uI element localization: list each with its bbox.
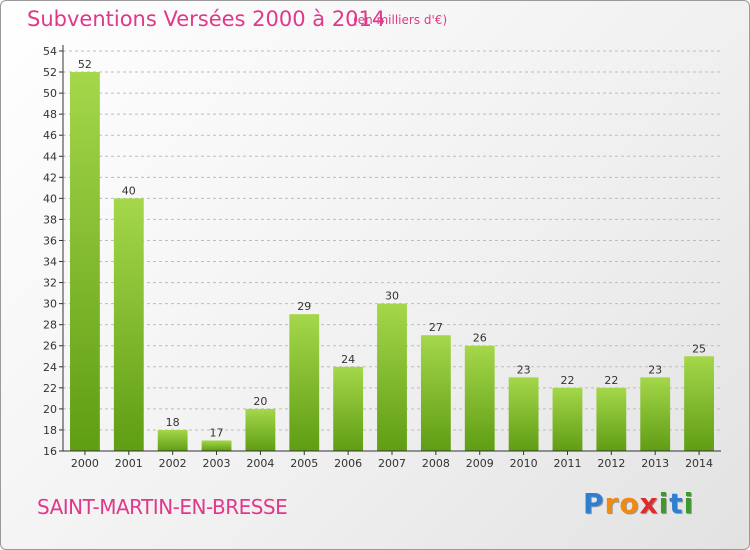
x-tick-label: 2014 bbox=[685, 457, 713, 470]
bar-2004 bbox=[245, 408, 276, 451]
y-tick-label: 26 bbox=[43, 340, 57, 353]
y-tick-label: 48 bbox=[43, 108, 57, 121]
x-tick-label: 2001 bbox=[115, 457, 143, 470]
bar-value-label: 26 bbox=[473, 332, 487, 345]
logo-letter: i bbox=[683, 487, 695, 520]
bar-2012 bbox=[596, 387, 627, 451]
bar-value-label: 23 bbox=[517, 363, 531, 376]
bar-value-label: 25 bbox=[692, 342, 706, 355]
y-tick-label: 20 bbox=[43, 403, 57, 416]
y-tick-label: 52 bbox=[43, 66, 57, 79]
bar-value-label: 20 bbox=[253, 395, 267, 408]
y-tick-label: 32 bbox=[43, 277, 57, 290]
logo-letter: x bbox=[639, 487, 659, 520]
commune-name: SAINT-MARTIN-EN-BRESSE bbox=[37, 495, 288, 519]
bar-2014 bbox=[684, 356, 714, 451]
y-tick-label: 18 bbox=[43, 424, 57, 437]
bar-2006 bbox=[333, 366, 364, 451]
x-tick-label: 2002 bbox=[159, 457, 187, 470]
bar-2002 bbox=[157, 429, 188, 451]
bar-2000 bbox=[70, 72, 100, 451]
y-tick-label: 36 bbox=[43, 234, 57, 247]
bar-value-label: 18 bbox=[166, 416, 180, 429]
x-tick-label: 2011 bbox=[553, 457, 581, 470]
x-tick-label: 2000 bbox=[71, 457, 99, 470]
x-tick-label: 2010 bbox=[510, 457, 538, 470]
labels: 16 18 20 22 24 26 28 30 32 34 36 38 40 42 44 46 48 50 52 54… bbox=[43, 45, 713, 470]
y-tick-label: 28 bbox=[43, 319, 57, 332]
bar-value-label: 52 bbox=[78, 58, 92, 71]
x-tick-label: 2007 bbox=[378, 457, 406, 470]
logo-letter: P bbox=[583, 487, 605, 520]
bar-value-label: 22 bbox=[604, 374, 618, 387]
logo-letter: o bbox=[619, 487, 640, 520]
y-tick-label: 50 bbox=[43, 87, 57, 100]
logo-letter: r bbox=[604, 487, 620, 520]
bar-2011 bbox=[552, 387, 583, 451]
y-tick-label: 54 bbox=[43, 45, 57, 58]
bar-value-label: 40 bbox=[122, 184, 136, 197]
bars bbox=[70, 72, 714, 451]
axes bbox=[59, 45, 721, 455]
unit-note: (en milliers d'€) bbox=[353, 13, 448, 27]
x-tick-label: 2006 bbox=[334, 457, 362, 470]
chart-title: Subventions Versées 2000 à 2014 bbox=[27, 7, 386, 31]
x-tick-label: 2009 bbox=[466, 457, 494, 470]
bar-2010 bbox=[508, 377, 539, 451]
bar-value-label: 17 bbox=[210, 426, 224, 439]
x-tick-label: 2004 bbox=[246, 457, 274, 470]
logo-letter: i bbox=[658, 487, 670, 520]
y-tick-label: 38 bbox=[43, 213, 57, 226]
bar-2005 bbox=[289, 314, 320, 451]
proxiti-logo: Proxiti bbox=[583, 487, 694, 520]
y-tick-label: 42 bbox=[43, 171, 57, 184]
bar-2007 bbox=[377, 303, 407, 451]
bar-2003 bbox=[201, 440, 232, 451]
bar-2008 bbox=[420, 335, 451, 451]
y-tick-label: 46 bbox=[43, 129, 57, 142]
bar-2001 bbox=[113, 198, 144, 451]
x-tick-label: 2005 bbox=[290, 457, 318, 470]
bar-value-label: 30 bbox=[385, 290, 399, 303]
bar-2013 bbox=[640, 377, 671, 451]
y-tick-label: 30 bbox=[43, 298, 57, 311]
x-tick-label: 2008 bbox=[422, 457, 450, 470]
x-tick-label: 2003 bbox=[203, 457, 231, 470]
y-tick-label: 44 bbox=[43, 150, 57, 163]
x-tick-label: 2012 bbox=[597, 457, 625, 470]
y-tick-label: 22 bbox=[43, 382, 57, 395]
y-tick-label: 16 bbox=[43, 445, 57, 458]
bar-value-label: 27 bbox=[429, 321, 443, 334]
bar-value-label: 24 bbox=[341, 353, 355, 366]
logo-letter: t bbox=[669, 487, 684, 520]
y-tick-label: 34 bbox=[43, 256, 57, 269]
bar-value-label: 29 bbox=[297, 300, 311, 313]
y-tick-label: 24 bbox=[43, 361, 57, 374]
bar-value-label: 23 bbox=[648, 363, 662, 376]
bar-2009 bbox=[464, 345, 495, 451]
y-tick-label: 40 bbox=[43, 192, 57, 205]
bar-value-label: 22 bbox=[560, 374, 574, 387]
x-tick-label: 2013 bbox=[641, 457, 669, 470]
